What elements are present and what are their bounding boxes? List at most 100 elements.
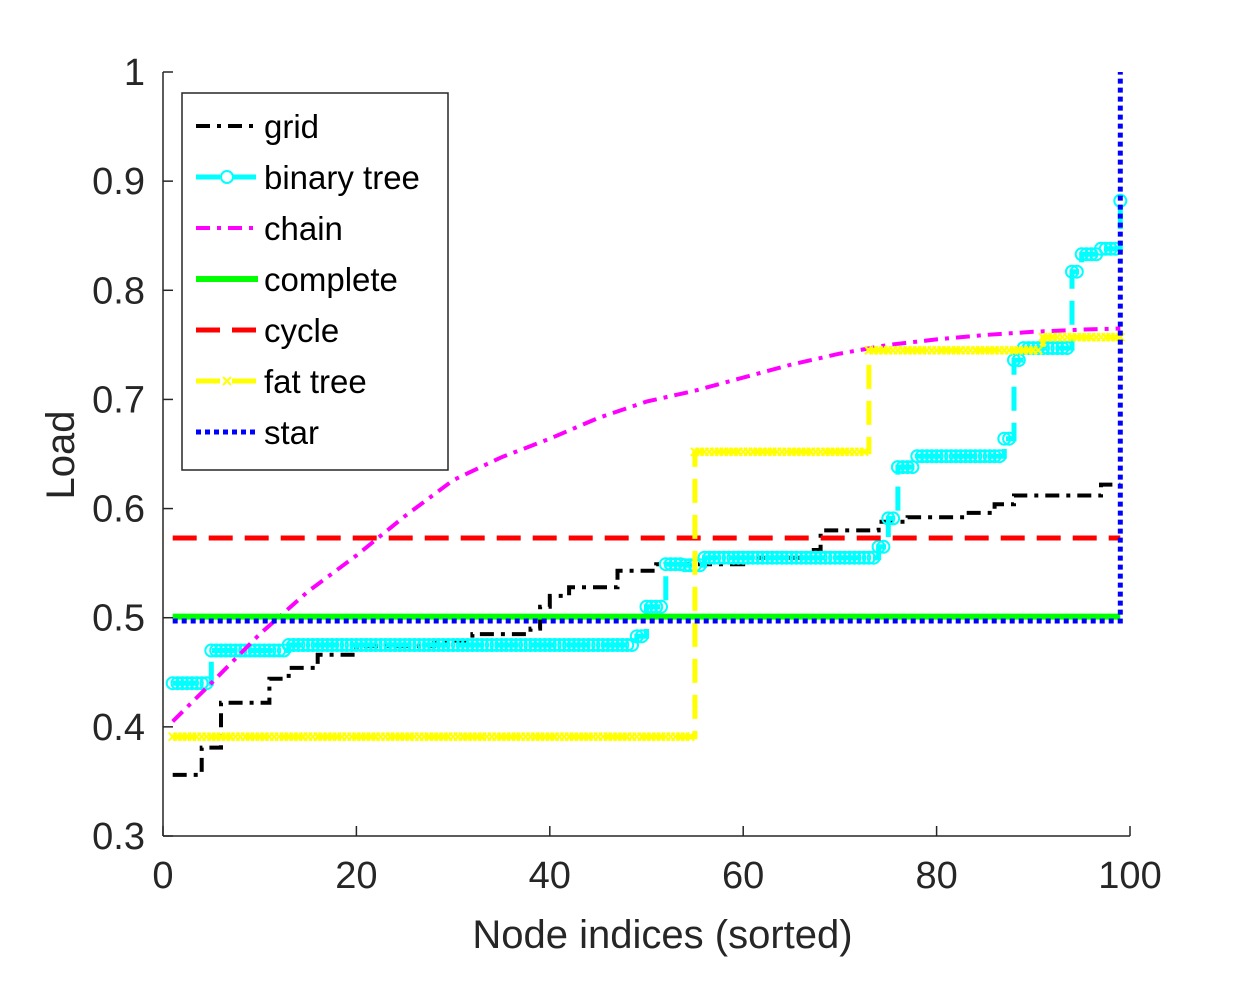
legend: grid binary tree chain complete cycle fat tre… (181, 92, 449, 471)
x-tick-label: 20 (335, 855, 377, 897)
data-point (252, 643, 267, 658)
legend-label: chain (264, 210, 343, 247)
data-point (963, 449, 978, 464)
data-point (450, 638, 465, 652)
data-point (214, 643, 228, 658)
data-point (987, 449, 1002, 464)
data-point (330, 638, 345, 652)
series-line-chain (171, 326, 1121, 723)
data-point (859, 447, 869, 457)
data-point (1055, 341, 1070, 356)
data-point (1074, 247, 1089, 262)
data-point (557, 638, 572, 652)
data-point (305, 638, 320, 652)
data-point (982, 449, 997, 464)
data-point (910, 449, 925, 464)
data-point (997, 431, 1012, 446)
data-point (407, 638, 422, 652)
data-point (533, 638, 548, 652)
data-point (1045, 341, 1060, 356)
data-point (494, 638, 509, 652)
series-star (172, 72, 1123, 624)
data-point (238, 643, 253, 658)
data-point (499, 638, 514, 652)
data-point (726, 550, 741, 565)
data-point (886, 511, 901, 526)
data-point (1094, 241, 1108, 256)
data-point (736, 550, 751, 565)
data-point (721, 550, 736, 565)
data-point (417, 638, 432, 652)
legend-label: star (264, 414, 319, 451)
data-point (876, 539, 891, 554)
series-chain (171, 326, 1121, 723)
data-point (929, 449, 944, 464)
series-binary-tree (165, 193, 1128, 691)
data-point (600, 638, 615, 652)
data-point (842, 550, 857, 565)
data-point (678, 558, 693, 573)
data-point (948, 449, 963, 464)
legend-item-chain: chain (196, 210, 343, 247)
data-point (1115, 332, 1126, 342)
data-point (861, 550, 876, 565)
data-point (1069, 264, 1084, 279)
data-point (412, 638, 427, 652)
data-point (707, 550, 722, 565)
data-point (760, 550, 775, 565)
data-point (1079, 247, 1094, 262)
data-point (774, 550, 789, 565)
data-point (431, 638, 446, 652)
legend-label: complete (264, 261, 398, 298)
data-point (823, 550, 838, 565)
x-tick-label: 40 (529, 855, 571, 897)
data-point (881, 511, 896, 526)
data-point (644, 599, 659, 614)
data-point (799, 550, 814, 565)
data-point (441, 638, 456, 652)
data-point (716, 550, 731, 565)
data-point (426, 638, 441, 652)
data-point (1002, 431, 1017, 446)
data-point (779, 550, 794, 565)
data-point (973, 449, 988, 464)
y-tick-label: 0.6 (92, 489, 145, 531)
data-point (223, 643, 238, 658)
data-point (765, 550, 780, 565)
series-grid (172, 482, 1121, 777)
data-point (218, 643, 233, 658)
data-point (1050, 341, 1065, 356)
data-point (567, 638, 581, 652)
data-point (325, 638, 340, 652)
data-point (392, 638, 407, 652)
data-point (291, 638, 306, 652)
data-point (421, 638, 436, 652)
data-point (658, 557, 673, 572)
data-point (378, 638, 393, 652)
data-point (523, 638, 538, 652)
data-point (890, 460, 905, 475)
data-point (731, 550, 746, 565)
data-point (339, 638, 354, 652)
data-point (750, 550, 765, 565)
data-point (1098, 241, 1113, 256)
data-point (818, 550, 833, 565)
data-point (204, 643, 219, 658)
data-point (576, 638, 591, 652)
data-point (373, 638, 388, 652)
data-point (1103, 241, 1118, 256)
data-point (267, 643, 282, 658)
data-point (794, 550, 809, 565)
series-line-fat-tree (172, 334, 1121, 740)
y-tick-label: 0.8 (92, 270, 145, 312)
data-point (784, 550, 799, 565)
data-point (479, 638, 494, 652)
data-point (247, 643, 262, 658)
data-point (939, 449, 954, 464)
data-point (934, 449, 949, 464)
data-point (484, 638, 499, 652)
data-point (475, 638, 490, 652)
x-axis-title: Node indices (sorted) (472, 913, 852, 957)
data-point (354, 638, 369, 652)
data-point (397, 638, 412, 652)
